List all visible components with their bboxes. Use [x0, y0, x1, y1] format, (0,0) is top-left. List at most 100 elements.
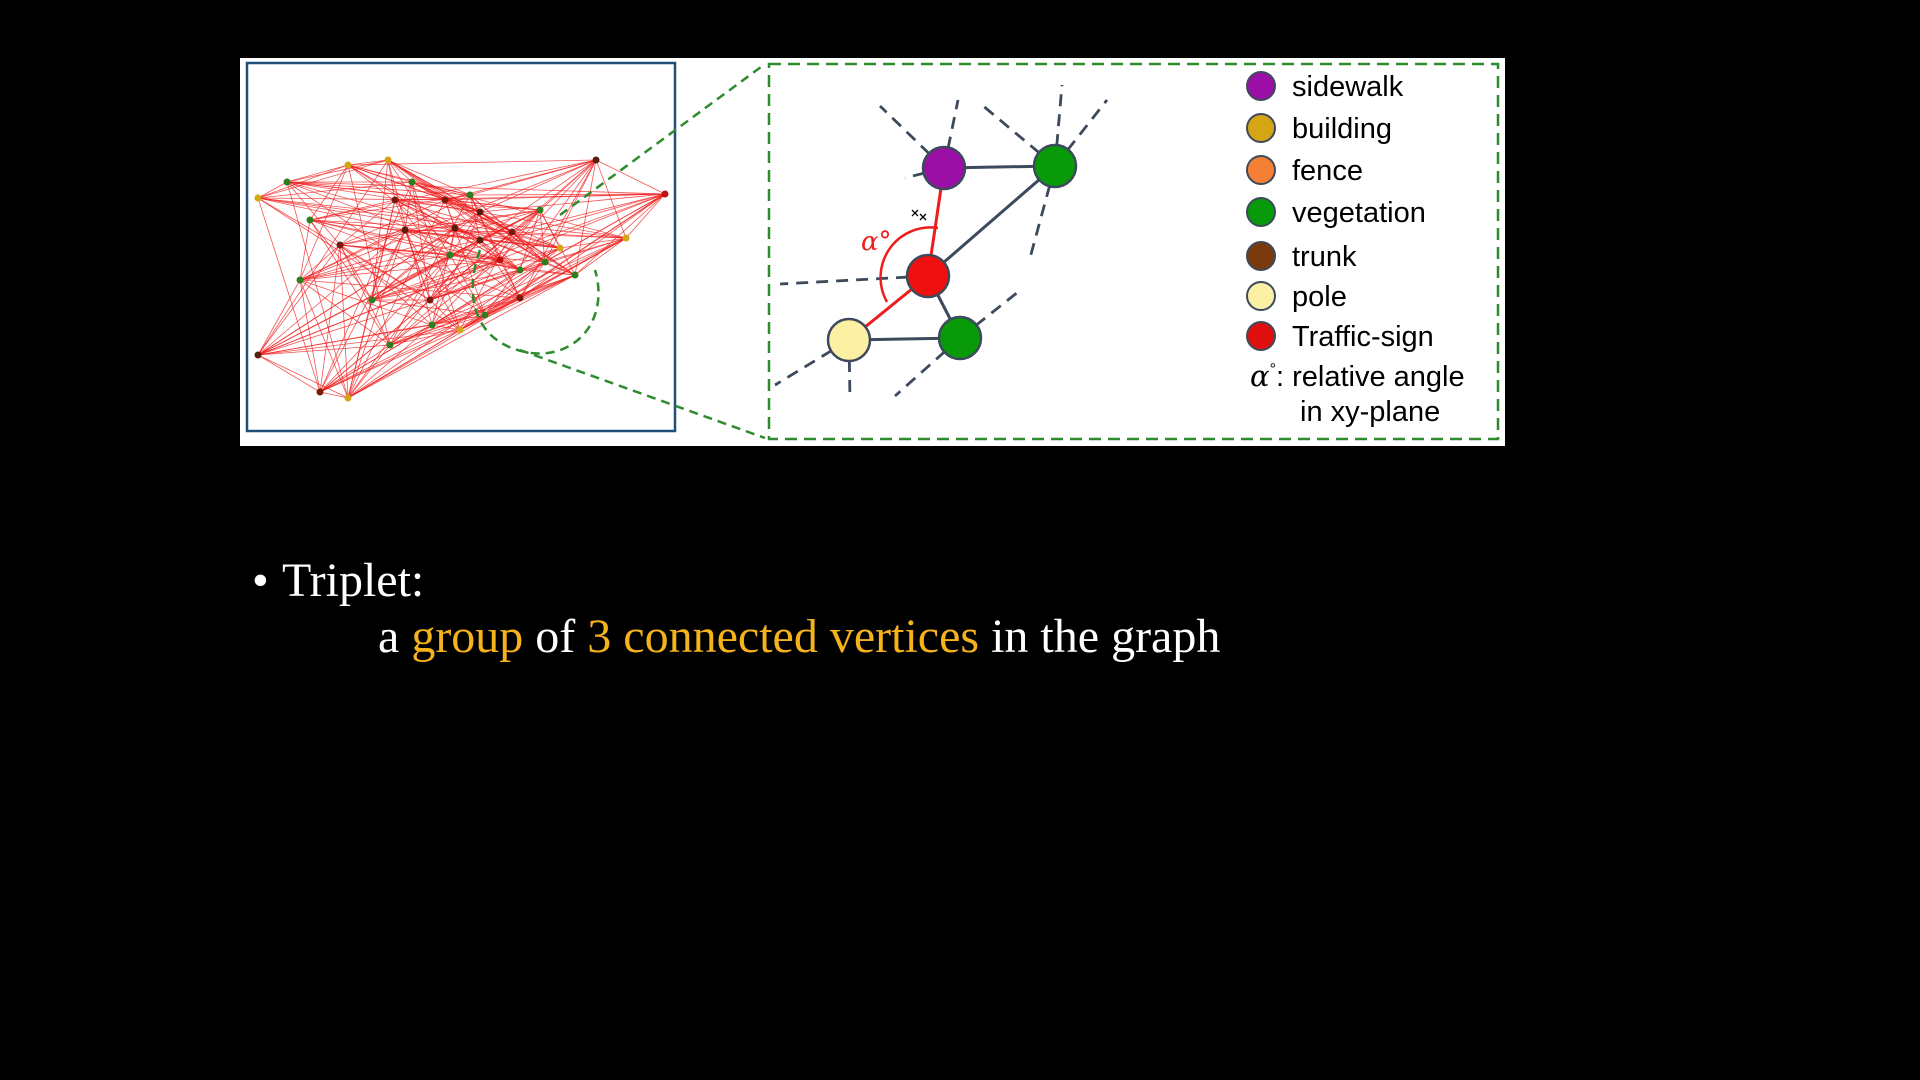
graph-edge [519, 269, 576, 276]
graph-edge [499, 209, 541, 261]
vertex-vegetation-2 [937, 315, 983, 361]
graph-edge [309, 219, 501, 261]
graph-edge [257, 159, 389, 356]
legend-label-sidewalk: sidewalk [1292, 71, 1404, 103]
neighbor-edge [959, 290, 1019, 340]
graph-edge [404, 229, 627, 239]
graph-node [516, 294, 524, 302]
angle-arc [879, 226, 939, 303]
graph-edge [309, 219, 373, 301]
graph-node [386, 341, 394, 349]
graph-edge [371, 269, 521, 301]
graph-node [476, 208, 484, 216]
neighbor-edge [1028, 165, 1057, 259]
graph-node [622, 234, 630, 242]
graph-edge [444, 199, 521, 271]
def-seg-3: of [523, 610, 588, 663]
graph-node [446, 251, 454, 259]
graph-edge [394, 199, 481, 213]
triplet-vertices [826, 143, 1078, 363]
angle-label: α° [861, 227, 892, 257]
graph-edge [309, 159, 597, 221]
graph-edge [544, 159, 597, 263]
legend-swatch-vegetation [1246, 197, 1276, 227]
graph-edge [479, 239, 521, 271]
neighbor-edge [774, 338, 850, 387]
graph-edge [339, 244, 391, 346]
graph-edge [299, 239, 481, 281]
graph-edge [286, 159, 389, 183]
graph-edge [459, 274, 576, 331]
graph-edge [625, 193, 666, 239]
legend-swatch-fence [1246, 155, 1276, 185]
graph-edge [257, 354, 321, 393]
graph-edge [347, 324, 433, 399]
graph-edge [519, 209, 541, 271]
def-seg-5: in the graph [979, 610, 1221, 663]
graph-node [451, 224, 459, 232]
graph-edge [484, 159, 597, 316]
graph-edge [257, 181, 288, 199]
graph-node [401, 226, 409, 234]
graph-edge [479, 239, 521, 299]
graph-node [296, 276, 304, 284]
graph-edge [347, 297, 521, 399]
vertex-pole [826, 317, 872, 363]
graph-edge [299, 279, 349, 399]
graph-edge [347, 329, 461, 399]
graph-edge [519, 193, 666, 299]
graph-edge [519, 159, 597, 299]
bullet-line-triplet: • Triplet: [252, 550, 1220, 612]
graph-edge [257, 344, 391, 356]
graph-node [661, 190, 669, 198]
graph-edge [429, 239, 481, 301]
legend-swatch-pole [1246, 281, 1276, 311]
graph-edge [387, 159, 396, 201]
graph-edge [404, 229, 451, 256]
graph-node [481, 311, 489, 319]
legend-label-fence: fence [1292, 155, 1363, 187]
graph-edge [339, 229, 406, 246]
graph-node [441, 196, 449, 204]
graph-edge [389, 329, 461, 346]
graph-edge [309, 164, 349, 221]
graph-edge [257, 329, 461, 356]
graph-edge [257, 197, 321, 393]
graph-edge [286, 181, 349, 399]
neighbor-edge [981, 103, 1056, 168]
graph-edge [559, 237, 627, 249]
cursor-icon [911, 209, 927, 221]
graph-edge [299, 219, 311, 281]
graph-edge [299, 209, 541, 281]
graph-node [516, 266, 524, 274]
graph-edge [371, 199, 396, 301]
graph-edge [257, 159, 389, 199]
graph-edge [387, 159, 413, 183]
graph-edge [429, 209, 541, 301]
graph-edge [511, 159, 597, 233]
vertex-vegetation [1032, 143, 1078, 189]
graph-edge [299, 164, 349, 281]
edge-vegetation-trafficsign [927, 164, 1056, 278]
legend-swatch-traffic-sign [1246, 321, 1276, 351]
graph-edge [309, 219, 521, 271]
graph-node [496, 256, 504, 264]
legend-label-traffic-sign: Traffic-sign [1292, 321, 1434, 353]
graph-edge [511, 231, 576, 276]
graph-edge [299, 254, 451, 281]
bullet-marker: • [252, 554, 269, 607]
graph-edge [319, 181, 413, 393]
graph-node [391, 196, 399, 204]
graph-edge [299, 279, 321, 393]
graph-edge [511, 193, 666, 233]
graph-edge [299, 244, 341, 281]
graph-edge [257, 197, 461, 331]
graph-edge [469, 159, 597, 196]
graph-edge [459, 297, 521, 331]
graph-edge [389, 259, 501, 346]
graph-edge [371, 159, 389, 301]
graph-edge [595, 159, 627, 239]
graph-edge [257, 229, 406, 356]
graph-edge [371, 247, 561, 301]
graph-edge [469, 193, 666, 196]
